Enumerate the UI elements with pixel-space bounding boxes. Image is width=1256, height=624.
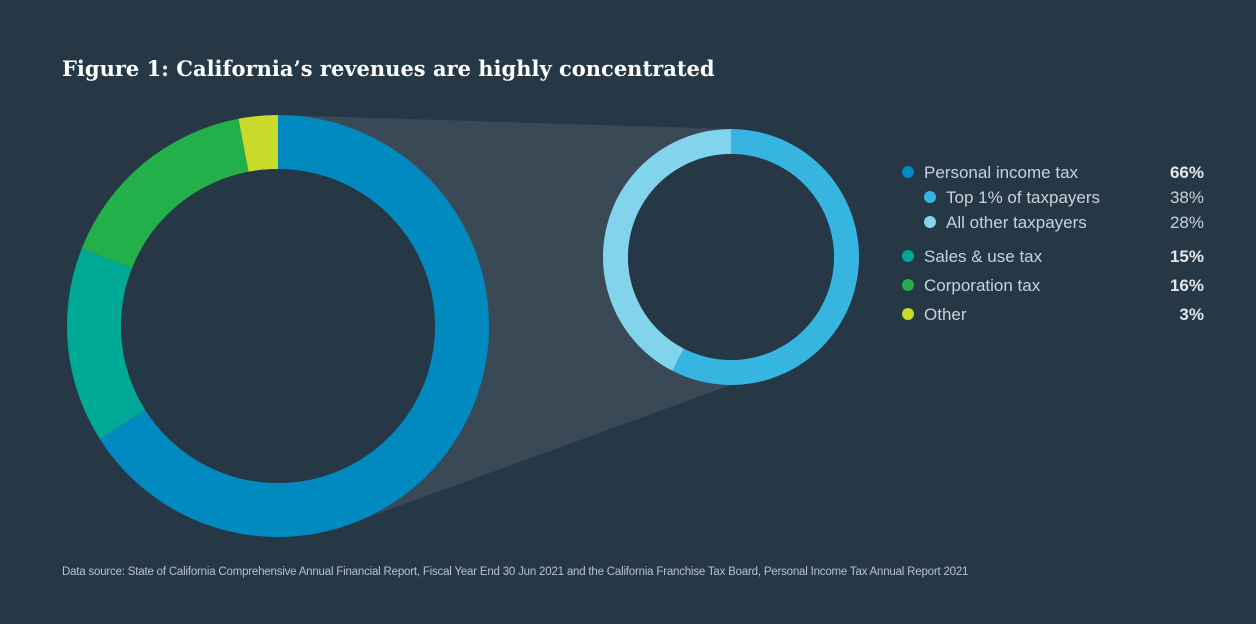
legend-value: 3% <box>1179 305 1204 324</box>
slice-other <box>238 115 278 172</box>
donut-hole <box>121 169 435 483</box>
legend-label: Corporation tax <box>924 276 1041 295</box>
legend-item-personal-income-tax: Personal income tax 66% <box>902 160 1204 185</box>
chart-title: Figure 1: California’s revenues are high… <box>62 56 715 81</box>
legend-swatch <box>924 216 936 229</box>
legend-label: All other taxpayers <box>946 213 1087 232</box>
legend-item-corporation-tax: Corporation tax 16% <box>902 273 1204 298</box>
legend-label: Other <box>924 305 967 324</box>
slice-corporation-tax <box>81 118 249 269</box>
legend-swatch <box>902 166 914 179</box>
legend-item-other: Other 3% <box>902 302 1204 327</box>
slice-all-other-taxpayers <box>602 129 731 371</box>
legend-swatch <box>902 279 914 292</box>
legend-item-all-other-taxpayers: All other taxpayers 28% <box>902 210 1204 235</box>
legend-value: 16% <box>1169 276 1204 295</box>
legend-item-sales-use-tax: Sales & use tax 15% <box>902 244 1204 269</box>
slice-sales-use-tax <box>67 248 146 440</box>
legend-swatch <box>902 250 914 263</box>
legend-value: 38% <box>1169 188 1204 207</box>
legend-swatch <box>902 308 914 321</box>
legend-value: 66% <box>1169 163 1204 182</box>
data-source-note: Data source: State of California Compreh… <box>62 566 969 578</box>
legend-label: Top 1% of taxpayers <box>946 188 1101 207</box>
legend: Personal income tax 66% Top 1% of taxpay… <box>902 160 1204 327</box>
legend-value: 28% <box>1169 213 1204 232</box>
legend-label: Sales & use tax <box>924 247 1043 266</box>
breakdown-donut-hole <box>628 154 834 360</box>
legend-swatch <box>924 191 936 204</box>
legend-value: 15% <box>1169 247 1204 266</box>
slice-top-1-of-taxpayers <box>672 129 859 385</box>
legend-label: Personal income tax <box>924 163 1079 182</box>
legend-item-top-1-percent: Top 1% of taxpayers 38% <box>902 185 1204 210</box>
